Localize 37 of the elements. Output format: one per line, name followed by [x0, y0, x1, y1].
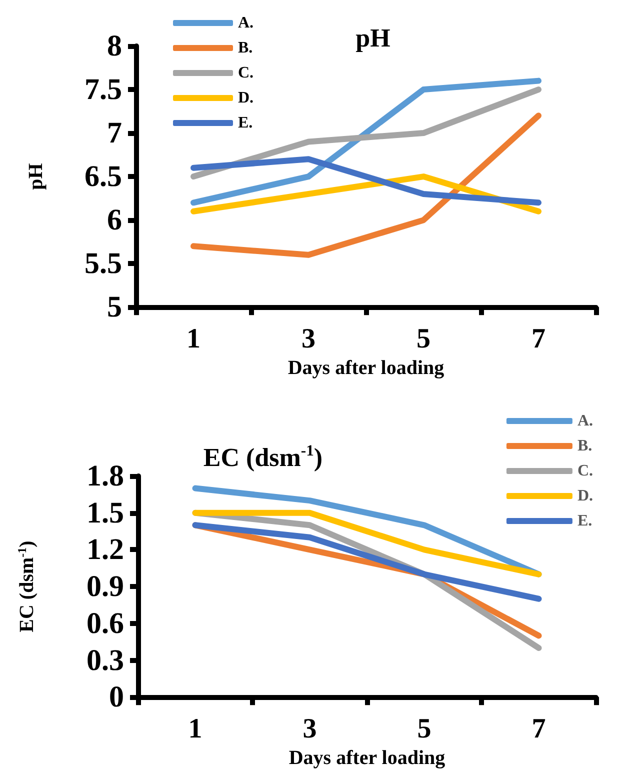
- y-axis-title: EC (dsm-1): [15, 540, 38, 632]
- y-tick-label: 6.5: [84, 160, 122, 194]
- y-tick-label: 8: [107, 30, 122, 62]
- y-tick-label: 5.5: [84, 247, 122, 280]
- y-axis-title: pH: [25, 162, 47, 190]
- x-tick-label: 1: [186, 324, 200, 355]
- x-tick-label: 1: [188, 714, 202, 745]
- chart-title: pH: [356, 24, 390, 52]
- legend-label: E.: [577, 512, 592, 530]
- legend-label: C.: [577, 462, 594, 480]
- legend-label: B.: [577, 438, 592, 454]
- x-axis-title: Days after loading: [288, 357, 444, 379]
- x-tick-label: 3: [302, 324, 316, 355]
- y-tick-label: 0: [109, 680, 124, 714]
- y-tick-label: 7.5: [84, 73, 122, 106]
- y-tick-label: 1.5: [86, 496, 124, 530]
- legend-label: B.: [238, 40, 253, 56]
- legend-label: D.: [238, 90, 254, 106]
- x-tick-label: 5: [416, 324, 430, 355]
- legend-label: A.: [577, 412, 594, 430]
- y-tick-label: 5: [107, 290, 122, 324]
- y-tick-label: 6: [107, 204, 122, 237]
- y-tick-label: 0.9: [86, 570, 124, 604]
- x-tick-label: 3: [302, 714, 317, 745]
- y-tick-label: 7: [107, 116, 122, 150]
- y-tick-label: 0.3: [86, 644, 124, 677]
- legend-label: C.: [238, 64, 254, 82]
- x-tick-label: 5: [417, 714, 432, 745]
- y-tick-label: 1.2: [86, 533, 124, 566]
- legend-label: D.: [577, 488, 594, 504]
- legend-label: A.: [238, 14, 254, 32]
- x-tick-label: 7: [532, 714, 546, 745]
- x-axis-title: Days after loading: [288, 747, 446, 769]
- y-tick-label: 1.8: [86, 460, 124, 492]
- legend-label: E.: [238, 114, 253, 132]
- y-tick-label: 0.6: [86, 606, 124, 640]
- x-tick-label: 7: [532, 324, 546, 355]
